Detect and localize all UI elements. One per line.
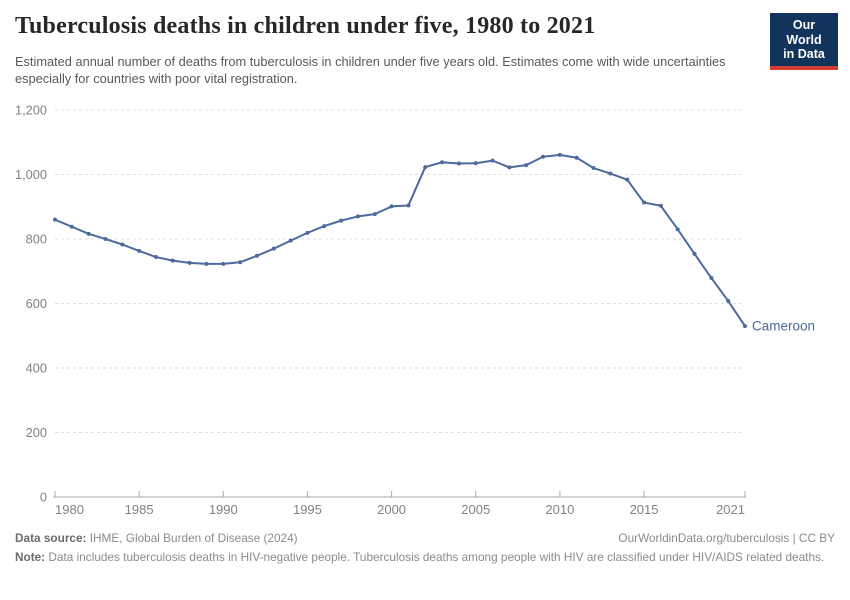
- owid-cc-link[interactable]: OurWorldinData.org/tuberculosis | CC BY: [618, 531, 835, 545]
- data-point[interactable]: [692, 251, 697, 256]
- y-axis-tick-label: 1,200: [15, 103, 47, 118]
- x-axis-tick-label: 1980: [55, 502, 84, 517]
- data-point[interactable]: [120, 242, 125, 247]
- data-line[interactable]: [54, 153, 746, 328]
- data-point[interactable]: [625, 177, 630, 182]
- data-source-label: Data source:: [15, 531, 87, 545]
- data-point[interactable]: [137, 248, 142, 253]
- data-source-value: IHME, Global Burden of Disease (2024): [86, 531, 298, 545]
- x-axis-tick-label: 2015: [630, 502, 659, 517]
- data-point[interactable]: [53, 217, 57, 222]
- data-point[interactable]: [490, 158, 495, 163]
- data-point[interactable]: [574, 155, 579, 160]
- owid-logo-line1: Our World: [786, 18, 822, 47]
- data-point[interactable]: [743, 324, 747, 329]
- data-point[interactable]: [642, 200, 647, 205]
- x-axis-tick-label: 2010: [545, 502, 574, 517]
- data-point[interactable]: [507, 165, 512, 170]
- y-axis-tick-label: 0: [40, 490, 47, 505]
- data-point[interactable]: [69, 224, 74, 229]
- y-axis-tick-label: 400: [26, 361, 47, 376]
- data-point[interactable]: [187, 260, 192, 265]
- data-point[interactable]: [204, 261, 209, 266]
- data-point[interactable]: [238, 260, 243, 265]
- data-point[interactable]: [658, 203, 663, 208]
- owid-logo-line2: in Data: [783, 47, 825, 61]
- x-axis-tick-label: 1985: [125, 502, 154, 517]
- data-point[interactable]: [709, 276, 714, 281]
- x-axis-tick-label: 1995: [293, 502, 322, 517]
- x-axis-tick-label: 2000: [377, 502, 406, 517]
- data-point[interactable]: [288, 238, 293, 243]
- x-axis-tick-label: 1990: [209, 502, 238, 517]
- data-point[interactable]: [103, 237, 108, 241]
- data-point[interactable]: [591, 166, 596, 171]
- data-point[interactable]: [271, 246, 276, 251]
- footer-note: Note: Data includes tuberculosis deaths …: [15, 550, 827, 566]
- data-point[interactable]: [557, 152, 562, 157]
- data-point[interactable]: [339, 218, 344, 223]
- data-point[interactable]: [254, 253, 259, 258]
- data-point[interactable]: [322, 224, 327, 229]
- owid-logo[interactable]: Our World in Data: [770, 13, 838, 70]
- note-label: Note:: [15, 550, 46, 564]
- data-point[interactable]: [221, 261, 226, 266]
- page-title: Tuberculosis deaths in children under fi…: [15, 13, 596, 39]
- data-point[interactable]: [389, 204, 394, 209]
- data-point[interactable]: [440, 160, 445, 165]
- y-axis-tick-label: 200: [26, 425, 47, 440]
- data-point[interactable]: [524, 163, 529, 168]
- data-point[interactable]: [541, 154, 546, 159]
- x-axis-tick-label: 2005: [461, 502, 490, 517]
- data-point[interactable]: [675, 227, 680, 232]
- data-point[interactable]: [355, 214, 360, 219]
- data-point[interactable]: [406, 203, 411, 208]
- data-point[interactable]: [726, 298, 731, 303]
- chart-subtitle: Estimated annual number of deaths from t…: [15, 54, 726, 86]
- data-point[interactable]: [608, 171, 613, 176]
- data-point[interactable]: [153, 255, 158, 260]
- series-end-label[interactable]: Cameroon: [752, 319, 815, 334]
- data-point[interactable]: [86, 231, 91, 236]
- data-point[interactable]: [305, 230, 310, 235]
- y-axis-tick-label: 1,000: [15, 167, 47, 182]
- note-value: Data includes tuberculosis deaths in HIV…: [45, 550, 825, 564]
- y-axis-tick-label: 600: [26, 296, 47, 311]
- footer-source-row: Data source: IHME, Global Burden of Dise…: [15, 531, 835, 545]
- data-point[interactable]: [423, 165, 428, 170]
- y-axis-tick-label: 800: [26, 232, 47, 247]
- data-point[interactable]: [170, 258, 175, 263]
- data-point[interactable]: [372, 212, 377, 217]
- data-point[interactable]: [456, 161, 461, 166]
- data-point[interactable]: [473, 161, 478, 166]
- x-axis-tick-label: 2021: [716, 502, 745, 517]
